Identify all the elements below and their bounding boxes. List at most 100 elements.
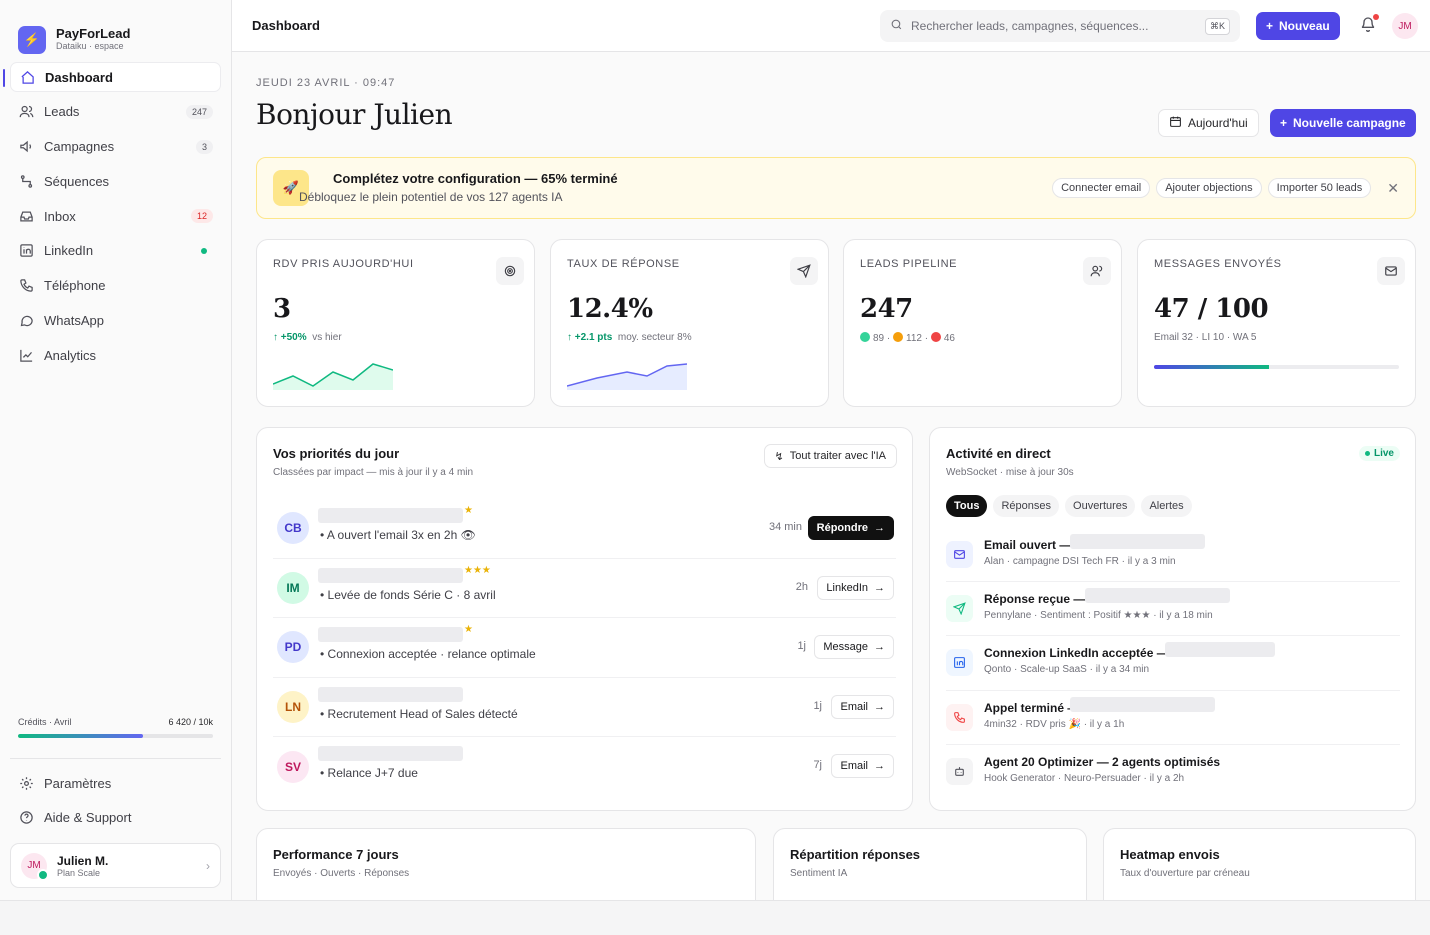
connect-email-button[interactable]: Connecter email [1052,178,1151,198]
activity-meta: Pennylane · Sentiment : Positif ★★★ · il… [984,610,1213,622]
linkedin-button[interactable]: LinkedIn → [817,575,894,600]
add-objections-button[interactable]: Ajouter objections [1156,178,1262,198]
email-button[interactable]: Email → [831,754,894,779]
avatar: IM [277,571,309,604]
messages-progress-fill [1154,365,1270,369]
list-item[interactable]: IM ★★★ • Levée de fonds Série C · 8 avri… [273,559,896,619]
priorities-card: Vos priorités du jour Classées par impac… [256,427,913,811]
import-leads-button[interactable]: Importer 50 leads [1267,178,1372,198]
sidebar-item-aide[interactable]: Aide & Support [10,803,221,833]
new-campaign-button[interactable]: + Nouvelle campagne [1270,109,1416,137]
pipeline-value: 89 [873,333,885,344]
pipeline-value: 46 [943,333,955,344]
list-item[interactable]: Email ouvert — C Alan · campagne DSI Tec… [946,528,1400,583]
brand[interactable]: ⚡ PayForLead Dataiku · espace [0,0,231,62]
chevron-right-icon: › [206,858,210,873]
kpi-card-response-rate: TAUX DE RÉPONSE 12.4% ↑ +2.1 pts moy. se… [550,239,829,407]
sidebar-bottom-nav: Paramètres Aide & Support [10,768,221,838]
new-button-label: Nouveau [1279,19,1330,33]
redacted-name [1070,534,1205,549]
sidebar-item-whatsapp[interactable]: WhatsApp [10,306,221,336]
activity-meta: Qonto · Scale-up SaaS · il y a 34 min [984,664,1150,676]
list-item[interactable]: CB ★ • A ouvert l'email 3x en 2h 👁 34 mi… [273,499,896,559]
search-placeholder: Rechercher leads, campagnes, séquences..… [911,19,1149,33]
sidebar-item-inbox[interactable]: Inbox 12 [10,201,221,231]
credits-value: 6 420 / 10k [168,717,213,727]
live-activity-card: Activité en direct WebSocket · mise à jo… [929,427,1416,811]
kpi-value: 47 / 100 [1154,294,1269,324]
list-item[interactable]: Connexion LinkedIn acceptée — F Qonto · … [946,636,1400,691]
kpi-value: 12.4% [567,294,653,324]
activity-meta: Alan · campagne DSI Tech FR · il y a 3 m… [984,556,1176,567]
messages-progress [1154,365,1399,369]
new-button[interactable]: + Nouveau [1256,12,1340,40]
sidebar-item-analytics[interactable]: Analytics [10,340,221,370]
count-badge: 3 [195,139,213,154]
count-badge: 247 [185,104,213,119]
activity-meta: 4min32 · RDV pris 🎉 · il y a 1h [984,718,1125,730]
response-breakdown-card: Répartition réponses Sentiment IA [773,828,1087,900]
notification-dot [1373,14,1379,20]
list-item[interactable]: LN • Recrutement Head of Sales détecté 1… [273,678,896,738]
status-dot [201,247,207,254]
sparkline [567,363,687,390]
filter-replies[interactable]: Réponses [993,495,1060,517]
sidebar-item-sequences[interactable]: Séquences [10,166,221,196]
sidebar-item-label: Campagnes [44,139,115,155]
redacted-name [1165,642,1275,658]
banner-title: Complétez votre configuration — 65% term… [333,171,618,186]
workspace-name: Dataiku · espace [56,41,124,51]
message-button[interactable]: Message → [814,635,894,660]
pipeline-breakdown: 89 · 112 · 46 [860,332,1105,344]
sidebar-item-linkedin[interactable]: LinkedIn [10,236,221,266]
phone-icon [946,703,973,731]
arrow-right-icon: → [874,641,885,654]
list-item[interactable]: Réponse reçue — N Pennylane · Sentiment … [946,582,1400,637]
mail-icon [1377,257,1405,285]
sidebar-item-label: Paramètres [44,775,112,791]
kpi-delta: ↑ +2.1 pts [567,332,613,343]
credits-bar [18,734,213,738]
avatar[interactable]: JM [1392,13,1418,39]
priority-description: • Levée de fonds Série C · 8 avril [320,587,496,602]
today-button[interactable]: Aujourd'hui [1158,109,1259,137]
home-icon [19,69,35,85]
sidebar-item-dashboard[interactable]: Dashboard [3,62,221,92]
avatar: JM [21,852,49,881]
redacted-name [318,508,463,523]
target-icon [496,257,524,285]
lightning-icon: ⚡ [18,25,46,54]
arrow-right-icon: → [874,700,885,713]
inbox-icon [18,208,34,224]
email-button[interactable]: Email → [831,694,894,719]
sidebar-item-telephone[interactable]: Téléphone [10,271,221,301]
user-menu[interactable]: JM Julien M. Plan Scale › [10,843,221,888]
reply-button[interactable]: Répondre → [807,516,894,540]
list-item[interactable]: PD ★ • Connexion acceptée · relance opti… [273,618,896,678]
filter-alerts[interactable]: Alertes [1141,495,1192,517]
pipeline-value: 112 [906,333,922,344]
date-line: JEUDI 23 AVRIL · 09:47 [256,77,396,89]
activity-feed: Email ouvert — C Alan · campagne DSI Tec… [946,528,1400,799]
search-input[interactable]: Rechercher leads, campagnes, séquences..… [880,10,1240,42]
list-item[interactable]: SV • Relance J+7 due 7j Email → [273,737,896,797]
sidebar-item-leads[interactable]: Leads 247 [10,97,221,127]
filter-opens[interactable]: Ouvertures [1065,495,1136,517]
live-badge: Live [1358,446,1400,461]
sidebar-item-parametres[interactable]: Paramètres [10,768,221,798]
rocket-icon: 🚀 [273,170,309,206]
activity-meta: Hook Generator · Neuro-Persuader · il y … [984,772,1185,784]
sidebar-item-label: WhatsApp [44,313,104,329]
sidebar-item-campagnes[interactable]: Campagnes 3 [10,132,221,162]
redacted-name [318,746,463,762]
bell-icon[interactable] [1360,14,1379,35]
card-title: Vos priorités du jour [273,446,400,461]
close-icon[interactable]: ✕ [1387,179,1399,196]
redacted-name [318,567,463,583]
list-item[interactable]: Agent 20 Optimizer — 2 agents optimisés … [946,745,1400,799]
search-icon [890,18,903,34]
process-all-ai-button[interactable]: ↯ Tout traiter avec l'IA [763,444,897,468]
list-item[interactable]: Appel terminé — A 4min32 · RDV pris 🎉 · … [946,691,1400,745]
activity-title: Email ouvert — C [984,538,1084,552]
filter-all[interactable]: Tous [946,495,988,517]
